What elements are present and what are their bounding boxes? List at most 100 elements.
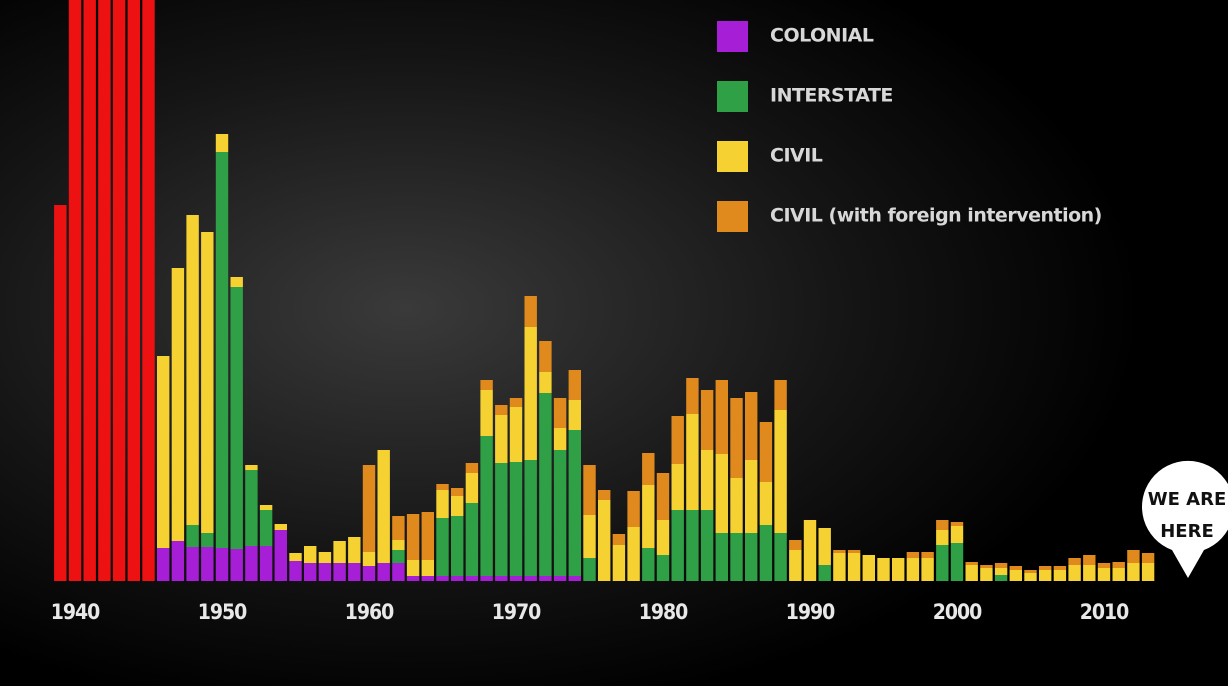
bar-segment [480, 390, 493, 436]
bar-segment [1039, 570, 1052, 581]
bar-segment [377, 450, 390, 563]
bar-segment [789, 550, 802, 581]
bar-segment [936, 520, 949, 530]
bar-segment [950, 543, 964, 581]
bar-segment [289, 561, 302, 581]
legend-label: CIVIL (with foreign intervention) [770, 205, 1102, 227]
bar-segment [362, 566, 376, 581]
bar-segment [304, 563, 317, 581]
bar-segment [524, 327, 537, 460]
bar-segment [745, 392, 758, 460]
bar-segment [627, 491, 640, 527]
bar-segment [421, 560, 434, 576]
bar-segment [906, 558, 920, 581]
x-tick-label: 1950 [198, 600, 247, 624]
bar-segment [656, 520, 670, 555]
bar-segment [509, 462, 523, 576]
bar-segment [1097, 568, 1111, 581]
bar-segment [245, 546, 258, 581]
marker-text: HERE [1160, 521, 1214, 542]
bar-segment [436, 490, 449, 518]
bar-segment [906, 552, 920, 558]
bar-segment [348, 537, 361, 563]
bar-segment [406, 514, 420, 560]
bar-segment [451, 488, 464, 496]
bar-segment [377, 563, 390, 581]
bar-segment [524, 460, 537, 576]
bar-segment [642, 548, 655, 581]
bar-segment [700, 510, 714, 581]
bar-segment [362, 552, 376, 566]
bar-segment [671, 416, 684, 464]
bar-segment [847, 550, 861, 553]
bar-segment [157, 548, 170, 581]
bar-segment [112, 0, 126, 581]
bar-segment [421, 512, 434, 560]
bar-segment [274, 530, 287, 581]
bar-segment [539, 393, 552, 576]
bar-segment [245, 465, 258, 470]
marker-text: WE ARE [1148, 489, 1227, 510]
bar-segment [774, 533, 787, 581]
x-tick-label: 1990 [786, 600, 835, 624]
bar-segment [553, 398, 567, 428]
bar-segment [686, 378, 699, 414]
legend-swatch [717, 201, 748, 232]
bar-segment [715, 454, 728, 533]
bar-segment [495, 405, 508, 415]
bar-segment [789, 540, 802, 550]
bar-segment [348, 563, 361, 581]
bar-segment [994, 575, 1008, 581]
bar-segment [392, 540, 405, 550]
bar-segment [730, 533, 743, 581]
bar-segment [465, 576, 479, 581]
bar-segment [451, 516, 464, 576]
bar-segment [1068, 558, 1081, 565]
bar-segment [553, 450, 567, 576]
bar-segment [1009, 566, 1022, 570]
bar-segment [774, 380, 787, 410]
bar-segment [598, 500, 611, 581]
bar-segment [553, 576, 567, 581]
bar-segment [509, 407, 523, 462]
bar-segment [1127, 550, 1140, 563]
bar-segment [1127, 563, 1140, 581]
bar-segment [157, 356, 170, 548]
bar-segment [612, 545, 626, 581]
bar-segment [1083, 565, 1096, 581]
bar-segment [524, 576, 537, 581]
bar-segment [392, 550, 405, 563]
bar-segment [539, 576, 552, 581]
bar-segment [406, 576, 420, 581]
bar-segment [392, 563, 405, 581]
bar-segment [1024, 570, 1037, 573]
x-tick-label: 1970 [492, 600, 541, 624]
bar-segment [524, 296, 537, 327]
bar-segment [1024, 573, 1037, 581]
bar-segment [98, 0, 111, 581]
bar-segment [201, 232, 214, 533]
bar-segment [230, 549, 243, 581]
bar-segment [201, 533, 214, 547]
bar-segment [259, 505, 273, 510]
bar-segment [950, 522, 964, 526]
bar-segment [877, 558, 890, 581]
x-tick-label: 1980 [639, 600, 688, 624]
marker: WE ARE HERE [1142, 460, 1228, 578]
bar-segment [803, 520, 817, 581]
bar-segment [1053, 566, 1067, 570]
bar-segment [1009, 570, 1022, 581]
bar-segment [612, 534, 626, 545]
bar-segment [186, 547, 199, 581]
bar-segment [68, 0, 82, 581]
bar-segment [480, 380, 493, 390]
bar-segment [921, 552, 934, 558]
bar-segment [333, 541, 346, 563]
x-tick-label: 2010 [1080, 600, 1129, 624]
bar-segment [127, 0, 140, 581]
bar-segment [833, 550, 846, 553]
legend-label: INTERSTATE [770, 85, 893, 107]
bar-segment [847, 553, 861, 581]
bar-segment [994, 568, 1008, 575]
